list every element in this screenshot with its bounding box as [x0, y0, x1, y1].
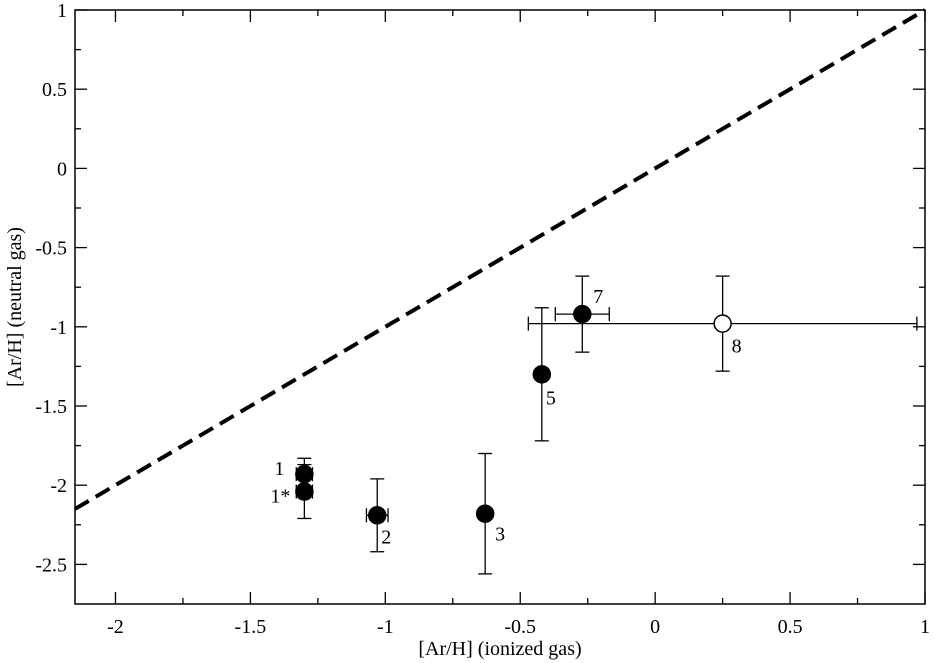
y-tick-label: -2.5	[35, 554, 67, 576]
x-tick-label: -0.5	[504, 616, 536, 638]
data-point-filled	[367, 506, 387, 525]
tick-layer: -2 -1.5 -1 -0.5 0 0.5 1 -2.5 -2 -1.5 -1 -0.5 0 0.5 1	[35, 0, 930, 638]
point-layer	[295, 304, 732, 525]
reference-line-layer	[73, 8, 927, 511]
plot-frame	[74, 9, 926, 605]
y-tick-label: -0.5	[35, 238, 67, 260]
point-label-layer: 1 1* 2 3 5 7 8	[270, 286, 741, 548]
point-label: 1	[274, 458, 284, 480]
x-tick-label: -1.5	[235, 616, 267, 638]
point-label: 3	[495, 524, 505, 546]
y-tick-label: -2	[50, 475, 67, 497]
y-tick-label: -1.5	[35, 396, 67, 418]
data-point-filled	[532, 365, 552, 384]
x-tick-label: 1	[920, 616, 930, 638]
point-label: 5	[546, 387, 556, 409]
dashed-reference-line	[73, 8, 927, 511]
data-point-open	[713, 314, 732, 333]
point-label: 2	[381, 526, 391, 548]
point-label: 8	[732, 336, 742, 358]
point-label: 7	[593, 286, 603, 308]
y-axis-label: [Ar/H] (neutral gas)	[4, 227, 26, 387]
x-axis-label: [Ar/H] (ionized gas)	[418, 638, 581, 660]
data-point-filled	[295, 464, 314, 484]
data-point-filled	[573, 304, 592, 324]
y-tick-label: 0	[57, 158, 67, 180]
y-tick-label: 0.5	[42, 79, 67, 101]
x-tick-label: -1	[377, 616, 394, 638]
y-tick-label: -1	[50, 317, 67, 339]
point-label: 1*	[270, 486, 290, 508]
y-tick-label: 1	[57, 0, 67, 22]
x-tick-label: 0.5	[778, 616, 803, 638]
x-tick-label: 0	[650, 616, 660, 638]
data-point-filled	[295, 482, 314, 501]
data-point-filled	[475, 504, 495, 523]
x-tick-label: -2	[107, 616, 124, 638]
